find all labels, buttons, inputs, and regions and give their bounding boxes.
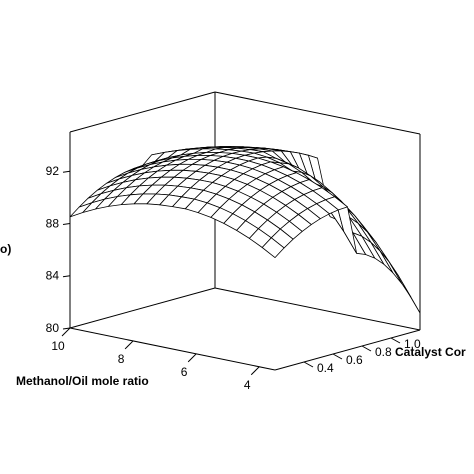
x-axis-title: Methanol/Oil mole ratio	[16, 374, 149, 388]
z-tick-mark	[62, 222, 71, 225]
y-tick-mark	[303, 361, 314, 368]
x-tick-mark	[124, 340, 134, 350]
x-tick-mark	[187, 353, 197, 363]
y-tick-mark	[361, 345, 372, 352]
z-tick-label: 88	[46, 216, 60, 230]
x-tick-mark	[250, 366, 260, 376]
z-tick-label: 92	[46, 164, 60, 178]
x-axis-ticks: 10 8 6 4	[51, 327, 260, 392]
y-tick-label: 1.0	[404, 337, 421, 351]
box-top-left-edge	[69, 91, 216, 133]
z-tick-mark	[62, 170, 71, 173]
x-tick-label: 8	[118, 352, 125, 366]
x-tick-label: 4	[244, 378, 251, 392]
y-axis-ticks: 0.4 0.6 0.8 1.0	[303, 337, 421, 375]
z-tick-label: 84	[46, 269, 60, 283]
x-tick-mark	[61, 327, 71, 337]
x-tick-label: 6	[181, 365, 188, 379]
z-axis-ticks: 80 84 88 92	[46, 164, 71, 335]
y-tick-mark	[390, 337, 401, 344]
y-tick-label: 0.8	[375, 345, 392, 359]
y-tick-label: 0.6	[346, 353, 363, 367]
z-tick-mark	[62, 327, 71, 330]
y-axis-title: Catalyst Cor	[395, 345, 466, 359]
chart-box-front	[69, 327, 421, 371]
response-surface	[69, 146, 421, 314]
box-floor-back-edge	[214, 287, 421, 331]
z-tick-mark	[62, 275, 71, 278]
box-floor-left-edge	[69, 287, 216, 329]
surface-cell	[261, 237, 285, 259]
box-top-right-edge	[214, 91, 421, 135]
chart-box-back	[69, 91, 421, 331]
y-tick-mark	[332, 353, 343, 360]
x-tick-label: 10	[51, 339, 65, 353]
z-axis-title-fragment: o)	[0, 242, 11, 256]
z-tick-label: 80	[46, 321, 60, 335]
x-axis-line	[69, 327, 276, 371]
y-axis-line	[274, 329, 421, 371]
y-tick-label: 0.4	[317, 361, 334, 375]
